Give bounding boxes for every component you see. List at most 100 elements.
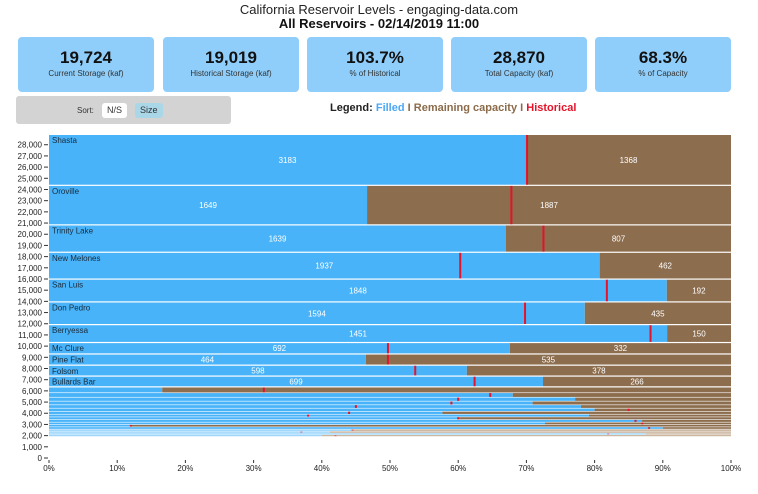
y-tick-label: 19,000 (18, 241, 43, 250)
y-tick-label: 20,000 (18, 230, 43, 239)
reservoir-name: Oroville (52, 187, 80, 196)
historical-marker (649, 325, 652, 342)
y-tick: 18,000 (18, 253, 48, 262)
historical-marker (542, 225, 545, 252)
historical-marker (386, 343, 389, 354)
reservoir-row[interactable]: Pine Flat 464 535 (49, 354, 731, 365)
x-tick: 10% (109, 460, 125, 473)
reservoir-row[interactable] (49, 397, 731, 401)
x-tick-label: 30% (246, 464, 262, 473)
y-tick: 1,000 (22, 443, 48, 452)
reservoir-row[interactable] (49, 424, 732, 427)
reservoir-row[interactable]: Mc Clure 692 332 (49, 343, 731, 354)
y-tick-label: 6,000 (22, 387, 43, 396)
remaining-value-label: 150 (692, 330, 706, 339)
reservoir-row[interactable] (49, 422, 731, 425)
kpi-percent-historical: 103.7% % of Historical (307, 37, 443, 92)
reservoir-row[interactable] (49, 419, 731, 422)
y-tick: 22,000 (18, 208, 48, 217)
x-tick: 50% (382, 460, 398, 473)
reservoir-row[interactable] (49, 408, 731, 412)
y-tick-label: 23,000 (18, 197, 43, 206)
y-tick: 9,000 (22, 353, 48, 362)
reservoir-row[interactable] (49, 433, 731, 435)
sort-size-button[interactable]: Size (135, 103, 163, 118)
reservoir-row[interactable] (49, 435, 731, 437)
reservoir-name: Pine Flat (52, 356, 84, 365)
filled-bar (49, 279, 667, 302)
remaining-bar (367, 185, 731, 225)
remaining-bar (580, 405, 731, 408)
filled-value-label: 1848 (349, 286, 367, 295)
remaining-value-label: 807 (612, 235, 626, 244)
y-tick: 28,000 (18, 141, 48, 150)
reservoir-row[interactable] (49, 393, 731, 397)
filled-bar (49, 417, 459, 420)
reservoir-row[interactable] (49, 405, 731, 408)
reservoir-row[interactable] (49, 429, 731, 431)
historical-marker (307, 414, 310, 417)
historical-marker (473, 376, 476, 387)
remaining-bar (365, 354, 731, 365)
reservoir-row[interactable] (49, 387, 731, 393)
legend-historical: Historical (526, 102, 577, 114)
historical-marker (648, 427, 651, 429)
filled-bar (49, 354, 366, 365)
reservoir-row[interactable]: New Melones 1937 462 (49, 252, 731, 279)
remaining-bar (543, 376, 731, 387)
reservoir-row[interactable] (49, 417, 731, 420)
y-tick-label: 7,000 (22, 376, 43, 385)
filled-bar (49, 427, 663, 429)
reservoir-row[interactable]: Shasta 3183 1368 (49, 135, 731, 185)
reservoir-row[interactable]: Bullards Bar 699 266 (49, 376, 731, 387)
historical-marker (641, 422, 644, 425)
reservoir-row[interactable] (49, 431, 731, 433)
sort-ns-button[interactable]: N/S (102, 103, 128, 118)
reservoir-row[interactable] (49, 427, 731, 429)
remaining-bar (575, 397, 731, 401)
historical-marker (129, 424, 132, 427)
reservoir-name: Folsom (52, 367, 79, 376)
y-tick-label: 2,000 (22, 432, 43, 441)
reservoir-row[interactable]: Trinity Lake 1639 807 (49, 225, 731, 252)
kpi-value: 19,724 (60, 48, 112, 67)
reservoir-row[interactable] (49, 401, 731, 405)
x-tick: 30% (246, 460, 262, 473)
kpi-value: 19,019 (205, 48, 257, 67)
reservoir-row[interactable]: Berryessa 1451 150 (49, 325, 731, 342)
y-tick-label: 10,000 (18, 342, 43, 351)
filled-value-label: 464 (201, 356, 215, 365)
filled-bar (49, 343, 510, 354)
y-tick-label: 24,000 (18, 185, 43, 194)
reservoir-row[interactable] (49, 414, 731, 417)
historical-marker (300, 431, 303, 433)
remaining-bar (666, 279, 731, 302)
reservoir-row[interactable] (49, 411, 731, 414)
historical-marker (459, 252, 462, 279)
x-tick: 90% (655, 460, 671, 473)
y-tick: 8,000 (22, 364, 48, 373)
filled-bar (49, 429, 353, 431)
filled-value-label: 692 (273, 344, 287, 353)
kpi-label: % of Historical (349, 69, 401, 78)
y-tick: 10,000 (18, 342, 48, 351)
historical-marker (386, 354, 389, 365)
x-tick-label: 90% (655, 464, 671, 473)
remaining-bar (162, 387, 731, 393)
y-tick-label: 17,000 (18, 264, 43, 273)
remaining-bar (594, 408, 731, 412)
kpi-percent-capacity: 68.3% % of Capacity (595, 37, 731, 92)
reservoir-row[interactable]: Folsom 598 378 (49, 365, 731, 376)
kpi-historical-storage: 19,019 Historical Storage (kaf) (163, 37, 299, 92)
reservoir-row[interactable]: San Luis 1848 192 (49, 279, 731, 302)
y-axis: 0 1,000 2,000 3,000 4,000 5,000 6,000 7,000 8,00… (18, 141, 48, 463)
historical-marker (489, 393, 492, 397)
x-tick: 40% (314, 460, 330, 473)
legend: Legend: Filled I Remaining capacity I Hi… (330, 102, 576, 114)
reservoir-row[interactable]: Don Pedro 1594 435 (49, 302, 731, 325)
y-tick: 4,000 (22, 409, 48, 418)
y-tick: 27,000 (18, 152, 48, 161)
y-tick-label: 16,000 (18, 275, 43, 284)
reservoir-row[interactable]: Oroville 1649 1887 (49, 185, 731, 225)
y-tick-label: 28,000 (18, 141, 43, 150)
